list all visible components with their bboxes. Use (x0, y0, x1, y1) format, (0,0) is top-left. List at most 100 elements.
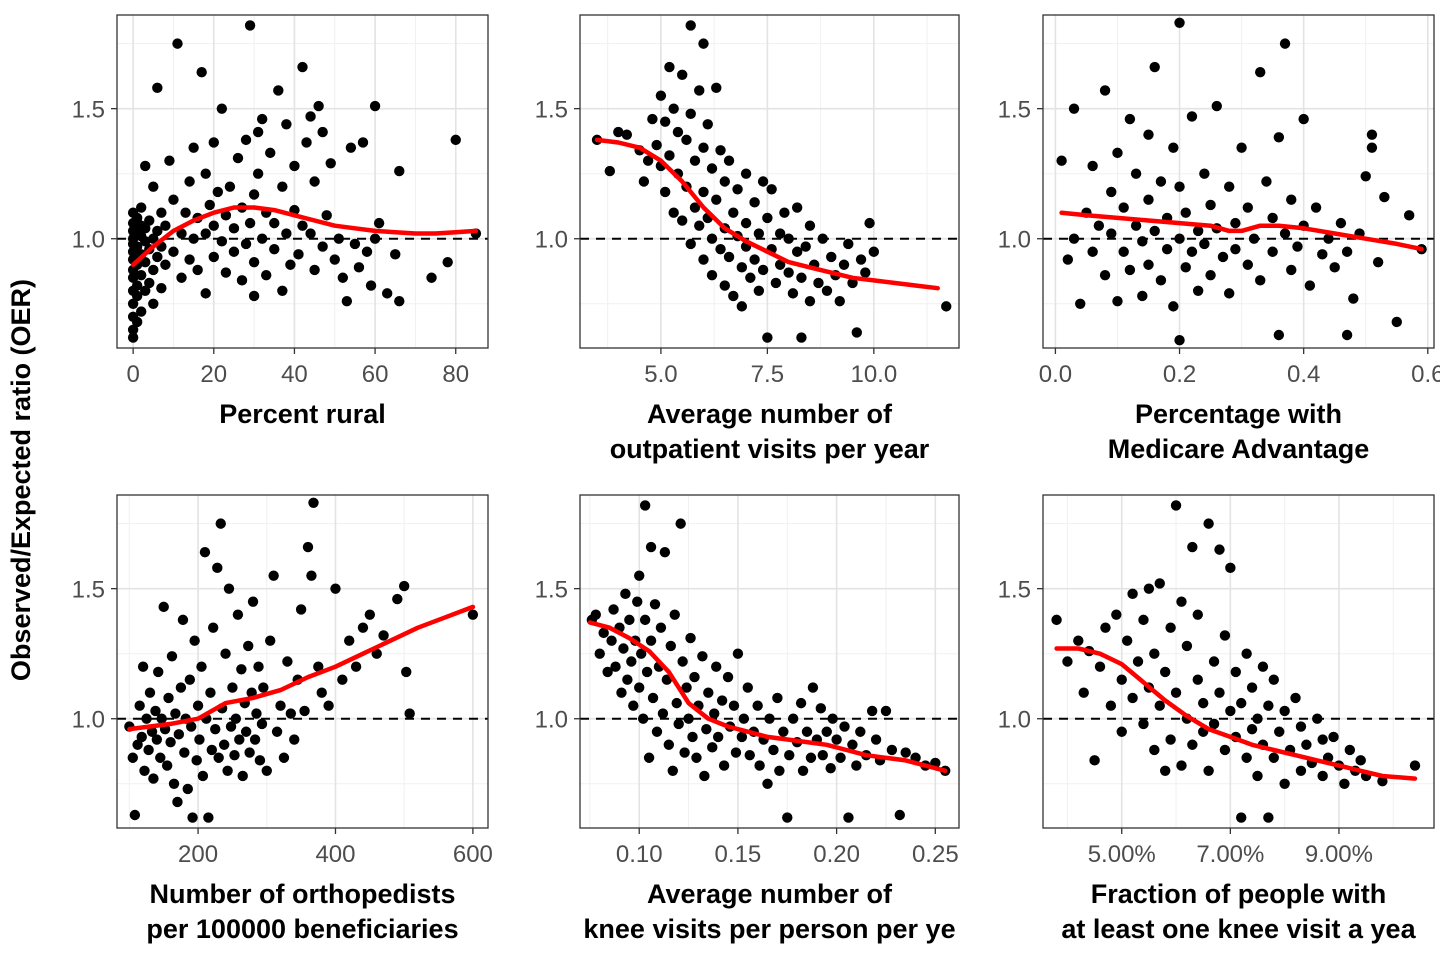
y-tick-label: 1.5 (998, 577, 1031, 604)
data-point (701, 723, 712, 735)
data-point (337, 674, 348, 685)
data-point (207, 622, 219, 633)
data-point (1143, 194, 1154, 205)
data-point (839, 721, 850, 732)
data-point (152, 82, 163, 94)
panel-4: 200 400 600 1.0 1.5 Number of orthopedists per… (72, 494, 493, 944)
data-point (804, 220, 816, 231)
panel-border (1042, 494, 1435, 829)
data-point (1138, 614, 1149, 626)
data-point (1263, 812, 1274, 823)
data-point (774, 259, 786, 270)
data-point (637, 713, 649, 724)
data-point (698, 38, 709, 49)
data-point (757, 264, 769, 276)
data-point (1187, 739, 1198, 750)
data-point (256, 718, 268, 730)
data-point (732, 648, 744, 659)
data-point (1089, 755, 1100, 766)
data-point (834, 295, 845, 307)
data-point (664, 150, 675, 161)
data-point (302, 541, 314, 553)
data-point (144, 277, 155, 289)
data-point (685, 20, 696, 31)
data-point (880, 705, 892, 717)
data-point (144, 215, 155, 226)
data-point (698, 254, 709, 265)
data-point (1130, 220, 1142, 231)
data-point (1268, 674, 1279, 685)
data-point (165, 736, 176, 748)
data-point (1246, 723, 1258, 735)
data-point (1286, 264, 1297, 276)
data-point (269, 243, 280, 255)
data-point (150, 705, 161, 717)
data-point (675, 518, 686, 529)
data-point (753, 285, 765, 296)
panel-2: 5.0 7.5 10.0 1.0 1.5 Average number of outpati… (535, 14, 960, 464)
data-point (707, 742, 718, 753)
data-point (317, 241, 328, 252)
data-point (321, 210, 332, 221)
x-axis-title-line: at least one knee visit a yea (1061, 914, 1416, 944)
data-point (256, 233, 268, 244)
data-point (1111, 609, 1122, 620)
data-point (1341, 246, 1353, 257)
data-point (1310, 202, 1322, 213)
smooth-curve (1054, 646, 1418, 781)
smooth-curve (1059, 210, 1424, 252)
data-point (184, 674, 196, 685)
data-point (426, 272, 437, 283)
data-point (248, 256, 260, 268)
data-point (801, 726, 813, 737)
data-point (606, 635, 617, 646)
data-point (156, 282, 167, 294)
data-point (1087, 246, 1098, 257)
data-point (224, 181, 236, 192)
data-point (694, 85, 705, 96)
data-point (740, 168, 752, 179)
data-point (218, 739, 230, 750)
smooth-curve (127, 604, 476, 732)
data-point (306, 570, 317, 581)
data-point (1273, 329, 1285, 341)
panel-6: 5.00% 7.00% 9.00% 1.0 1.5 Fraction of people … (998, 494, 1435, 944)
data-point (778, 726, 789, 737)
data-point (1192, 609, 1203, 620)
data-point (1105, 700, 1117, 711)
data-point (1248, 233, 1260, 244)
data-point (329, 254, 340, 265)
x-tick-label: 600 (453, 841, 493, 868)
data-point (689, 671, 700, 683)
data-point (1165, 734, 1176, 745)
data-point (1181, 640, 1193, 652)
data-point (1137, 236, 1148, 247)
data-point (131, 290, 143, 302)
y-tick-label: 1.0 (535, 707, 568, 734)
x-tick-label: 20 (200, 361, 227, 388)
data-point (153, 666, 164, 678)
data-point (229, 749, 240, 761)
data-point (641, 666, 653, 678)
y-tick-label: 1.0 (998, 227, 1031, 254)
y-tick-label: 1.0 (535, 227, 568, 254)
data-point (894, 809, 905, 821)
data-point (256, 113, 268, 125)
data-point (685, 238, 696, 250)
data-point (1372, 256, 1384, 268)
data-point (258, 682, 269, 693)
data-point (817, 749, 828, 761)
x-tick-label: 0.15 (715, 841, 762, 868)
data-point (608, 604, 619, 615)
data-point (197, 770, 209, 782)
data-point (148, 264, 159, 276)
data-point (135, 202, 147, 213)
data-point (188, 233, 199, 244)
data-point (1219, 744, 1231, 756)
data-point (659, 186, 671, 198)
data-point (156, 207, 167, 218)
data-point (316, 687, 327, 698)
data-point (392, 593, 403, 605)
y-tick-label: 1.5 (998, 97, 1031, 124)
data-point (168, 194, 179, 205)
